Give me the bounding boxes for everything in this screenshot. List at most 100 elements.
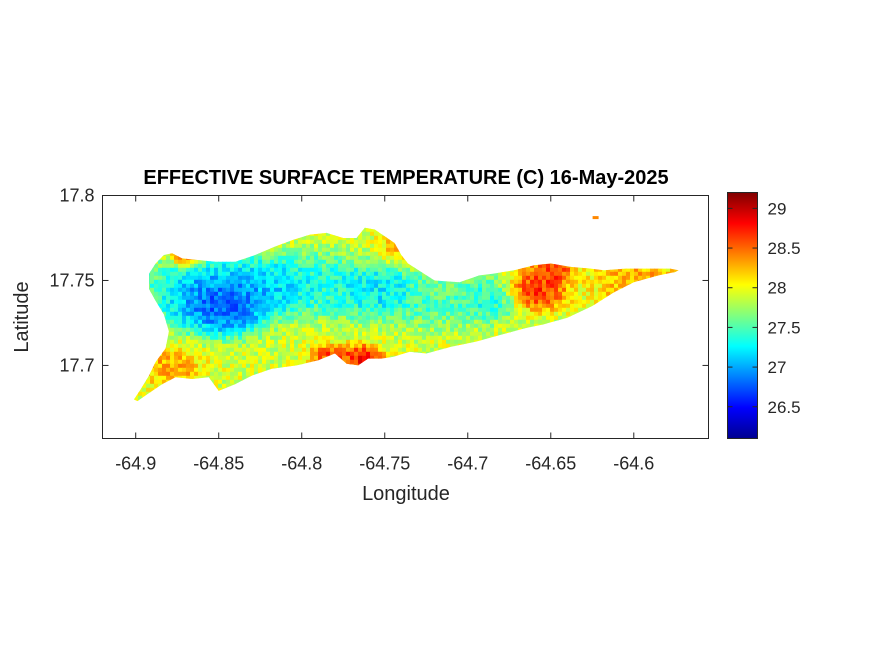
heat-cell (446, 335, 451, 341)
heat-cell (534, 303, 539, 309)
heat-cell (282, 259, 287, 265)
heat-cell (422, 279, 427, 285)
heat-cell (546, 303, 551, 309)
heat-cell (178, 279, 183, 285)
heat-cell (290, 339, 295, 345)
heat-cell (606, 287, 611, 293)
heat-cell (178, 299, 183, 305)
heat-cell (214, 319, 219, 325)
heat-cell (438, 303, 443, 309)
heat-cell (382, 255, 387, 261)
heat-cell (274, 283, 279, 289)
heat-cell (178, 315, 183, 321)
heat-cell (402, 275, 407, 281)
heat-cell (546, 283, 551, 289)
heat-cell (358, 275, 363, 281)
heat-cell (342, 315, 347, 321)
heat-cell (422, 319, 427, 325)
heat-cell (358, 319, 363, 325)
heat-cell (150, 279, 155, 285)
heat-cell (286, 339, 291, 345)
heat-cell (202, 351, 207, 357)
heat-cell (482, 319, 487, 325)
heat-cell (426, 319, 431, 325)
heat-cell (474, 331, 479, 337)
heat-cell (634, 275, 639, 281)
heat-cell (418, 299, 423, 305)
heat-cell (262, 271, 267, 277)
heat-cell (502, 327, 507, 333)
heat-cell (294, 347, 299, 353)
heat-cell (490, 299, 495, 305)
heat-cell (254, 327, 259, 333)
heat-cell (486, 327, 491, 333)
heat-cell (162, 283, 167, 289)
heat-cell (518, 319, 523, 325)
heat-cell (174, 255, 179, 261)
heat-cell (342, 327, 347, 333)
heat-cell (174, 307, 179, 313)
heat-cell (370, 251, 375, 257)
heat-cell (274, 311, 279, 317)
heat-cell (174, 355, 179, 361)
heat-cell (554, 283, 559, 289)
heat-cell (506, 279, 511, 285)
heat-cell (334, 307, 339, 313)
heat-cell (514, 315, 519, 321)
heat-cell (162, 271, 167, 277)
heat-cell (370, 291, 375, 297)
heat-cell (278, 299, 283, 305)
heat-cell (206, 283, 211, 289)
heat-cell (590, 287, 595, 293)
heat-cell (330, 331, 335, 337)
heat-cell (262, 259, 267, 265)
heat-cell (338, 331, 343, 337)
heat-cell (434, 291, 439, 297)
heat-cell (178, 275, 183, 281)
heat-cell (194, 279, 199, 285)
heat-cell (294, 283, 299, 289)
heat-cell (246, 259, 251, 265)
heat-cell (314, 351, 319, 357)
heat-cell (294, 271, 299, 277)
heat-cell (318, 331, 323, 337)
heat-cell (290, 355, 295, 361)
heat-cell (390, 283, 395, 289)
heat-cell (262, 299, 267, 305)
heat-cell (290, 299, 295, 305)
heat-cell (190, 287, 195, 293)
heat-cell (366, 331, 371, 337)
heat-cell (566, 283, 571, 289)
heat-cell (322, 231, 327, 237)
heat-cell (350, 235, 355, 241)
heat-cell (514, 275, 519, 281)
heat-cell (434, 279, 439, 285)
heat-cell (386, 287, 391, 293)
heat-cell (442, 315, 447, 321)
heat-cell (286, 247, 291, 253)
heat-cell (298, 323, 303, 329)
heat-cell (286, 239, 291, 245)
heat-cell (482, 307, 487, 313)
heat-cell (310, 299, 315, 305)
heat-cell (542, 315, 547, 321)
heat-cell (526, 283, 531, 289)
heat-cell (206, 299, 211, 305)
heat-cell (370, 279, 375, 285)
heat-cell (350, 247, 355, 253)
heat-cell (310, 347, 315, 353)
heat-cell (366, 347, 371, 353)
heat-cell (414, 327, 419, 333)
heat-cell (426, 311, 431, 317)
heat-cell (270, 327, 275, 333)
heat-cell (522, 303, 527, 309)
heat-cell (306, 307, 311, 313)
heat-cell (238, 283, 243, 289)
heat-cell (366, 283, 371, 289)
heat-cell (278, 331, 283, 337)
heat-cell (378, 267, 383, 273)
heat-cell (382, 343, 387, 349)
heat-cell (214, 359, 219, 365)
heat-cell (342, 291, 347, 297)
heat-cell (326, 343, 331, 349)
